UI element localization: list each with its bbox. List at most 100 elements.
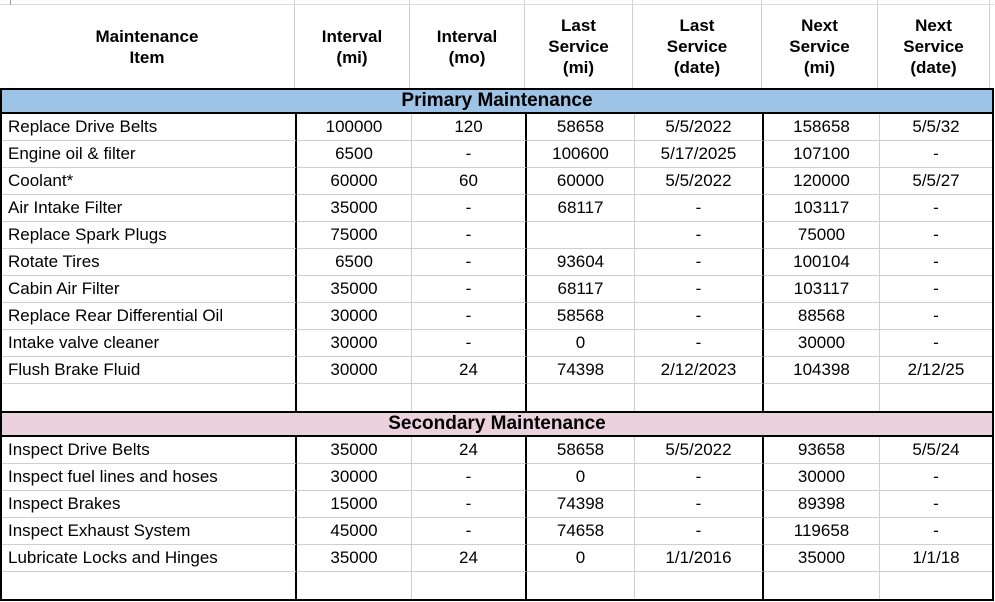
cell[interactable]: -: [880, 330, 992, 357]
cell[interactable]: 0: [527, 330, 635, 357]
cell[interactable]: [527, 384, 635, 411]
cell[interactable]: -: [412, 518, 527, 545]
cell[interactable]: 35000: [297, 195, 412, 222]
cell[interactable]: 5/5/32: [880, 114, 992, 141]
cell[interactable]: [764, 572, 880, 599]
cell[interactable]: -: [880, 222, 992, 249]
cell[interactable]: Engine oil & filter: [2, 141, 297, 168]
cell[interactable]: [880, 572, 992, 599]
cell[interactable]: 58658: [527, 437, 635, 464]
cell[interactable]: 24: [412, 437, 527, 464]
cell[interactable]: -: [880, 464, 992, 491]
cell[interactable]: -: [880, 303, 992, 330]
cell[interactable]: 35000: [297, 276, 412, 303]
cell[interactable]: 68117: [527, 195, 635, 222]
cell[interactable]: -: [412, 249, 527, 276]
cell[interactable]: 104398: [764, 357, 880, 384]
cell[interactable]: -: [635, 276, 764, 303]
column-header[interactable]: Last Service (date): [633, 5, 762, 88]
cell[interactable]: 89398: [764, 491, 880, 518]
cell[interactable]: 60000: [527, 168, 635, 195]
cell[interactable]: [635, 572, 764, 599]
cell[interactable]: -: [412, 303, 527, 330]
cell[interactable]: 107100: [764, 141, 880, 168]
cell[interactable]: 119658: [764, 518, 880, 545]
cell[interactable]: [297, 384, 412, 411]
cell[interactable]: -: [412, 222, 527, 249]
cell[interactable]: -: [880, 141, 992, 168]
cell[interactable]: 6500: [297, 141, 412, 168]
column-header[interactable]: Next Service (mi): [762, 5, 878, 88]
cell[interactable]: 30000: [764, 464, 880, 491]
cell[interactable]: -: [880, 518, 992, 545]
cell[interactable]: 93604: [527, 249, 635, 276]
cell[interactable]: 0: [527, 545, 635, 572]
cell[interactable]: 2/12/2023: [635, 357, 764, 384]
cell[interactable]: 30000: [297, 357, 412, 384]
cell[interactable]: 1/1/2016: [635, 545, 764, 572]
cell[interactable]: 5/5/2022: [635, 437, 764, 464]
cell[interactable]: Flush Brake Fluid: [2, 357, 297, 384]
cell[interactable]: 24: [412, 545, 527, 572]
cell[interactable]: [764, 384, 880, 411]
cell[interactable]: [412, 572, 527, 599]
cell[interactable]: -: [412, 491, 527, 518]
cell[interactable]: 45000: [297, 518, 412, 545]
cell[interactable]: [297, 572, 412, 599]
cell[interactable]: 0: [527, 464, 635, 491]
cell[interactable]: 93658: [764, 437, 880, 464]
cell[interactable]: Air Intake Filter: [2, 195, 297, 222]
cell[interactable]: Rotate Tires: [2, 249, 297, 276]
cell[interactable]: 74398: [527, 491, 635, 518]
cell[interactable]: -: [880, 491, 992, 518]
cell[interactable]: 100600: [527, 141, 635, 168]
cell[interactable]: Cabin Air Filter: [2, 276, 297, 303]
cell[interactable]: 6500: [297, 249, 412, 276]
cell[interactable]: -: [635, 249, 764, 276]
column-header[interactable]: Interval (mo): [410, 5, 525, 88]
cell[interactable]: [527, 572, 635, 599]
cell[interactable]: -: [635, 464, 764, 491]
cell[interactable]: 1/1/18: [880, 545, 992, 572]
section-header[interactable]: Primary Maintenance: [0, 88, 994, 114]
cell[interactable]: [2, 572, 297, 599]
cell[interactable]: 74658: [527, 518, 635, 545]
cell[interactable]: 75000: [297, 222, 412, 249]
cell[interactable]: Inspect Drive Belts: [2, 437, 297, 464]
cell[interactable]: 75000: [764, 222, 880, 249]
cell[interactable]: Inspect Exhaust System: [2, 518, 297, 545]
cell[interactable]: 74398: [527, 357, 635, 384]
column-header[interactable]: Maintenance Item: [0, 5, 295, 88]
cell[interactable]: [880, 384, 992, 411]
cell[interactable]: -: [412, 195, 527, 222]
cell[interactable]: 100000: [297, 114, 412, 141]
cell[interactable]: 30000: [297, 303, 412, 330]
cell[interactable]: 58658: [527, 114, 635, 141]
cell[interactable]: 5/17/2025: [635, 141, 764, 168]
cell[interactable]: Replace Spark Plugs: [2, 222, 297, 249]
cell[interactable]: -: [412, 464, 527, 491]
cell[interactable]: -: [412, 141, 527, 168]
cell[interactable]: 30000: [764, 330, 880, 357]
cell[interactable]: 100104: [764, 249, 880, 276]
cell[interactable]: 68117: [527, 276, 635, 303]
cell[interactable]: 158658: [764, 114, 880, 141]
cell[interactable]: 24: [412, 357, 527, 384]
cell[interactable]: [412, 384, 527, 411]
cell[interactable]: -: [635, 303, 764, 330]
cell[interactable]: 120: [412, 114, 527, 141]
cell[interactable]: 15000: [297, 491, 412, 518]
cell[interactable]: 60: [412, 168, 527, 195]
cell[interactable]: 5/5/2022: [635, 168, 764, 195]
cell[interactable]: 30000: [297, 330, 412, 357]
cell[interactable]: 35000: [297, 545, 412, 572]
cell[interactable]: -: [880, 195, 992, 222]
cell[interactable]: 5/5/27: [880, 168, 992, 195]
cell[interactable]: 35000: [764, 545, 880, 572]
cell[interactable]: 103117: [764, 276, 880, 303]
cell[interactable]: -: [635, 195, 764, 222]
cell[interactable]: 58568: [527, 303, 635, 330]
cell[interactable]: -: [880, 249, 992, 276]
cell[interactable]: [527, 222, 635, 249]
cell[interactable]: Coolant*: [2, 168, 297, 195]
